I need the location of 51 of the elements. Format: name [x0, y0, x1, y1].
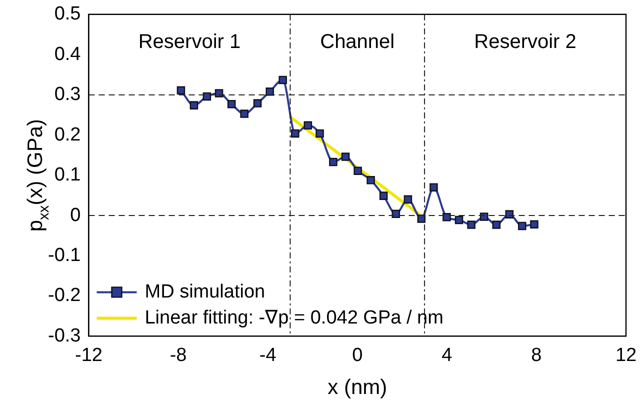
x-tick-label: 8	[531, 344, 542, 366]
x-axis-title: x (nm)	[328, 376, 388, 399]
point	[341, 152, 350, 161]
point	[190, 101, 198, 110]
point	[442, 213, 451, 222]
legend-label: MD simulation	[144, 281, 266, 302]
point	[366, 176, 375, 184]
y-tick-label: 0.1	[54, 164, 81, 186]
point	[329, 158, 338, 166]
x-tick-label: 4	[442, 344, 453, 366]
y-tick-label: 0.2	[54, 124, 81, 146]
point	[505, 210, 514, 218]
point	[253, 99, 262, 108]
x-tick-label: -4	[259, 344, 277, 366]
point	[240, 110, 248, 118]
y-tick-label: -0.1	[48, 244, 81, 266]
y-tick-label: 0.3	[54, 84, 81, 106]
y-tick-label: 0	[70, 204, 81, 226]
point	[379, 192, 388, 200]
point	[518, 222, 526, 230]
point	[392, 210, 400, 218]
point	[354, 166, 362, 176]
x-tick-label: 0	[352, 344, 363, 366]
point	[492, 220, 501, 229]
legend-label: Linear fitting: -∇p = 0.042 GPa / nm	[144, 307, 444, 328]
point	[430, 183, 438, 192]
point	[530, 220, 538, 229]
point	[291, 129, 300, 138]
point	[480, 212, 488, 221]
annotation: Reservoir 1	[138, 30, 241, 53]
y-tick-label: 0.5	[54, 4, 81, 25]
x-tick-label: -8	[170, 344, 187, 366]
point	[266, 87, 274, 96]
y-axis-title: pxx(x) (GPa)	[24, 118, 52, 232]
point	[404, 195, 412, 204]
point	[214, 89, 224, 98]
x-tick-label: -12	[75, 344, 102, 366]
point	[278, 76, 287, 84]
annotation: Channel	[320, 30, 395, 53]
point	[316, 129, 324, 138]
point	[304, 121, 312, 130]
point	[454, 216, 464, 224]
annotation: Reservoir 2	[474, 30, 576, 53]
y-tick-label: -0.2	[48, 285, 81, 306]
point	[202, 92, 212, 101]
y-tick-label: 0.4	[54, 44, 82, 65]
point	[467, 220, 476, 229]
y-tick-label: -0.3	[48, 325, 81, 346]
point	[176, 86, 186, 95]
x-tick-label: 12	[615, 344, 637, 366]
point	[227, 100, 236, 108]
